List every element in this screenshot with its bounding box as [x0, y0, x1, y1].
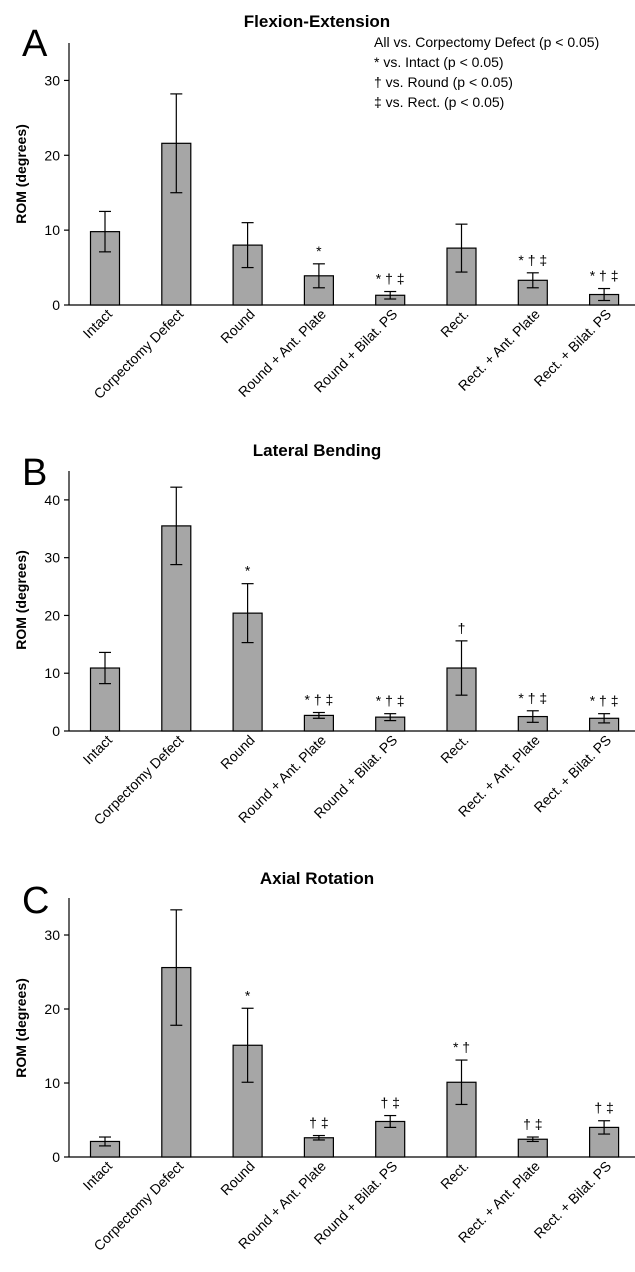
- category-label: Rect. + Bilat. PS: [531, 1158, 615, 1242]
- y-tick-label: 30: [44, 72, 60, 88]
- y-tick-label: 30: [44, 550, 60, 566]
- legend-entry-0: All vs. Corpectomy Defect (p < 0.05): [374, 34, 599, 50]
- chart-title: Flexion-Extension: [244, 12, 390, 31]
- category-label: Rect. + Bilat. PS: [531, 306, 615, 390]
- significance-label: * † ‡: [590, 268, 619, 284]
- panel-b: Lateral Bending B ROM (degrees) 0 10 20 30 40 In…: [13, 441, 635, 828]
- category-label: Round: [217, 732, 257, 772]
- chart-title: Axial Rotation: [260, 869, 374, 888]
- category-label: Rect.: [437, 1158, 471, 1192]
- y-tick-label: 30: [44, 927, 60, 943]
- significance-label: * † ‡: [518, 690, 547, 706]
- significance-label: † ‡: [380, 1095, 399, 1111]
- legend-entry-1: * vs. Intact (p < 0.05): [374, 54, 504, 70]
- significance-label: * † ‡: [590, 693, 619, 709]
- significance-label: † ‡: [309, 1115, 328, 1131]
- significance-label: * † ‡: [518, 252, 547, 268]
- significance-label: *: [245, 563, 251, 579]
- panel-c: Axial Rotation C ROM (degrees) 0 10 20 30 Intac…: [13, 869, 635, 1254]
- category-label: Round: [217, 306, 257, 346]
- y-tick-label: 0: [52, 1149, 60, 1165]
- y-tick-label: 20: [44, 1001, 60, 1017]
- category-label: Rect. + Bilat. PS: [531, 732, 615, 816]
- significance-label: *: [245, 987, 251, 1003]
- category-label: Rect.: [437, 732, 471, 766]
- significance-label: † ‡: [523, 1116, 542, 1132]
- category-label: Intact: [80, 732, 116, 768]
- panel-letter: C: [22, 880, 49, 922]
- y-tick-label: 10: [44, 1075, 60, 1091]
- y-tick-label: 10: [44, 222, 60, 238]
- significance-label: *: [316, 243, 322, 259]
- significance-label: * † ‡: [376, 271, 405, 287]
- category-label: Round: [217, 1158, 257, 1198]
- category-label: Rect.: [437, 306, 471, 340]
- y-tick-label: 0: [52, 297, 60, 313]
- bar: [303, 1137, 334, 1158]
- y-tick-label: 40: [44, 492, 60, 508]
- legend: All vs. Corpectomy Defect (p < 0.05) * v…: [374, 34, 599, 110]
- y-axis-label: ROM (degrees): [13, 978, 29, 1078]
- legend-entry-2: † vs. Round (p < 0.05): [374, 74, 513, 90]
- panel-letter: B: [22, 452, 47, 494]
- significance-label: * † ‡: [304, 692, 333, 708]
- significance-label: † ‡: [594, 1100, 613, 1116]
- y-axis-label: ROM (degrees): [13, 124, 29, 224]
- chart-title: Lateral Bending: [253, 441, 381, 460]
- y-axis-label: ROM (degrees): [13, 550, 29, 650]
- panel-a: Flexion-Extension A ROM (degrees) 0 10 20 30 In…: [13, 12, 635, 402]
- panel-letter: A: [22, 23, 48, 65]
- y-tick-label: 20: [44, 607, 60, 623]
- significance-label: †: [458, 620, 466, 636]
- significance-label: * †: [453, 1039, 470, 1055]
- y-tick-label: 20: [44, 147, 60, 163]
- category-label: Intact: [80, 306, 116, 342]
- significance-label: * † ‡: [376, 693, 405, 709]
- bar: [446, 247, 477, 306]
- y-tick-label: 0: [52, 723, 60, 739]
- y-tick-label: 10: [44, 665, 60, 681]
- legend-entry-3: ‡ vs. Rect. (p < 0.05): [374, 94, 504, 110]
- category-label: Intact: [80, 1158, 116, 1194]
